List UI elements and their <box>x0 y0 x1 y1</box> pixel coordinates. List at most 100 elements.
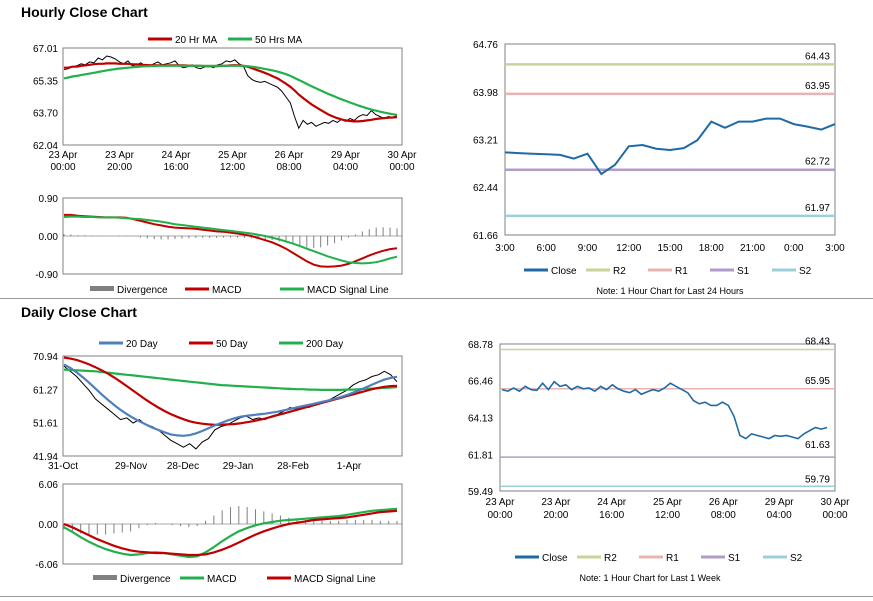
legend-label-signal: MACD Signal Line <box>294 574 376 585</box>
y-tick-label: 65.35 <box>33 76 58 87</box>
level-label-s1: 62.72 <box>805 157 830 168</box>
y-tick-label: -6.06 <box>35 560 58 571</box>
x-tick-label: 9:00 <box>578 243 598 254</box>
x-tick-label: 20:00 <box>107 162 132 173</box>
legend-swatch-div <box>93 575 117 580</box>
x-tick-label: 24 Apr <box>597 497 627 508</box>
plot-frame <box>504 43 836 236</box>
x-tick-label: 16:00 <box>163 162 188 173</box>
x-tick-label: 3:00 <box>495 243 515 254</box>
x-tick-label: 23 Apr <box>541 497 571 508</box>
x-tick-label: 6:00 <box>537 243 557 254</box>
legend-label-s1: S1 <box>737 266 750 277</box>
x-tick-label: 23 Apr <box>486 497 516 508</box>
x-tick-label: 00:00 <box>389 162 414 173</box>
level-label-s2: 59.79 <box>805 474 830 485</box>
legend-label-close: Close <box>551 266 577 277</box>
series-line-close <box>63 365 398 450</box>
legend-label-r1: R1 <box>666 553 679 564</box>
y-tick-label: 0.00 <box>39 520 59 531</box>
legend-label-s2: S2 <box>799 266 812 277</box>
daily-week-note: Note: 1 Hour Chart for Last 1 Week <box>579 573 721 583</box>
level-label-s2: 61.97 <box>805 203 830 214</box>
x-tick-label: 12:00 <box>220 162 245 173</box>
legend-label-d200: 200 Day <box>306 339 343 350</box>
series-line-200-day <box>63 368 398 392</box>
plot-frame <box>62 355 403 457</box>
y-tick-label: 62.04 <box>33 141 58 152</box>
series-line-20-day <box>63 363 398 437</box>
bottom-divider <box>0 596 873 597</box>
x-tick-label: 0:00 <box>784 243 804 254</box>
legend-label-r2: R2 <box>604 553 617 564</box>
x-tick-label: 29-Nov <box>115 461 147 472</box>
y-tick-label: 61.27 <box>33 385 58 396</box>
level-label-r2: 64.43 <box>805 51 830 62</box>
y-tick-label: 64.13 <box>468 414 493 425</box>
y-tick-label: 41.94 <box>33 452 58 463</box>
y-tick-label: 67.01 <box>33 44 58 55</box>
y-tick-label: 66.46 <box>468 377 493 388</box>
series-line-macd <box>63 507 398 559</box>
y-tick-label: 6.06 <box>39 480 59 491</box>
series-line-50hrs-ma <box>63 64 398 116</box>
x-tick-label: 1-Apr <box>337 461 362 472</box>
y-tick-label: 51.61 <box>33 419 58 430</box>
y-tick-label: 64.76 <box>473 40 498 51</box>
plot-frame <box>62 47 403 146</box>
legend-label-r1: R1 <box>675 266 688 277</box>
legend-label-r2: R2 <box>613 266 626 277</box>
x-tick-label: 18:00 <box>699 243 724 254</box>
daily-macd-chart: 6.06 0.00 -6.06 Divergence MACD MACD Signal L… <box>35 480 403 585</box>
level-label-r2: 68.43 <box>805 337 830 348</box>
x-tick-label: 12:00 <box>655 510 680 521</box>
x-tick-label: 00:00 <box>822 510 847 521</box>
x-tick-label: 28-Feb <box>277 461 309 472</box>
y-tick-label: 63.98 <box>473 88 498 99</box>
x-tick-label: 31-Oct <box>48 461 78 472</box>
x-tick-label: 00:00 <box>50 162 75 173</box>
x-tick-label: 24 Apr <box>162 150 192 161</box>
legend-label-d50: 50 Day <box>216 339 248 350</box>
section-divider <box>0 298 873 299</box>
x-tick-label: 26 Apr <box>275 150 305 161</box>
x-tick-label: 29 Apr <box>765 497 795 508</box>
x-tick-label: 25 Apr <box>218 150 248 161</box>
x-tick-label: 3:00 <box>825 243 845 254</box>
x-tick-label: 04:00 <box>333 162 358 173</box>
legend-label-s1: S1 <box>728 553 741 564</box>
x-tick-label: 25 Apr <box>653 497 683 508</box>
level-label-r1: 63.95 <box>805 81 830 92</box>
daily-section-title: Daily Close Chart <box>21 304 137 320</box>
x-tick-label: 29 Apr <box>331 150 361 161</box>
y-tick-label: -0.90 <box>35 270 58 281</box>
y-tick-label: 63.70 <box>33 109 58 120</box>
legend-label-d20: 20 Day <box>126 339 158 350</box>
x-tick-label: 04:00 <box>767 510 792 521</box>
level-label-r1: 65.95 <box>805 376 830 387</box>
legend-label-50hrs: 50 Hrs MA <box>255 35 303 46</box>
x-tick-label: 15:00 <box>657 243 682 254</box>
y-tick-label: 70.94 <box>33 352 58 363</box>
y-tick-label: 61.81 <box>468 450 493 461</box>
legend-label-s2: S2 <box>790 553 803 564</box>
series-line-20hr-ma <box>64 62 398 123</box>
x-tick-label: 21:00 <box>740 243 765 254</box>
plot-frame <box>499 343 836 492</box>
series-line-macd <box>64 213 398 268</box>
y-tick-label: 68.78 <box>468 340 493 351</box>
hourly-macd-chart: 0.90 0.00 -0.90 Divergence MACD MACD Signal L… <box>35 194 403 296</box>
series-line-signal <box>63 215 398 265</box>
series-line-close <box>501 380 828 440</box>
legend-label-macd: MACD <box>207 574 236 585</box>
y-tick-label: 0.00 <box>39 232 59 243</box>
y-tick-label: 63.21 <box>473 136 498 147</box>
x-tick-label: 23 Apr <box>105 150 135 161</box>
series-line-signal <box>63 509 398 557</box>
x-tick-label: 16:00 <box>599 510 624 521</box>
legend-label-20hr: 20 Hr MA <box>175 35 218 46</box>
